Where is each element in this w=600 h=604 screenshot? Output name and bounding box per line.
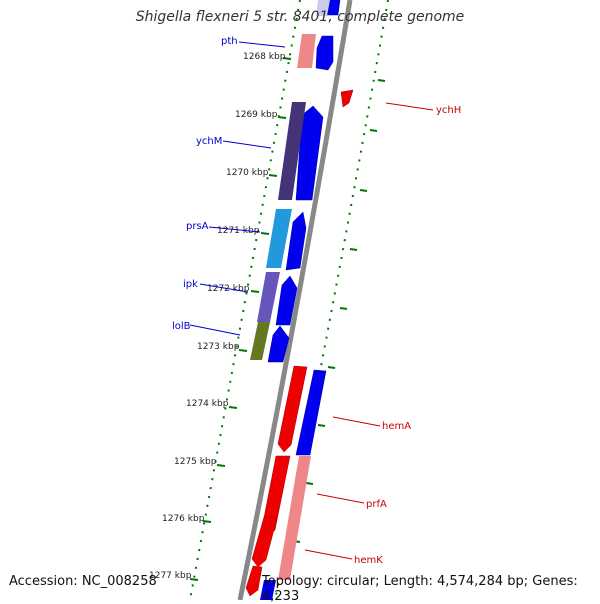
- kbp-label: 1269 kbp: [235, 110, 278, 120]
- gene-label-prfa[interactable]: prfA: [366, 499, 387, 510]
- gene-label-pth[interactable]: pth: [221, 36, 238, 47]
- right-major-ticks: [292, 79, 386, 543]
- gene-label-hemk[interactable]: hemK: [354, 555, 383, 566]
- cds-type-track: [250, 0, 330, 360]
- left-gene-labels: pth ychM prsA ipk lolB: [172, 36, 286, 336]
- map-title: Shigella flexneri 5 str. 8401, complete …: [135, 9, 465, 25]
- reverse-cds-light: [278, 456, 311, 580]
- accession-text: Accession: NC_008258: [9, 574, 157, 589]
- gene-label-ychh[interactable]: ychH: [436, 105, 461, 116]
- left-tick-track: [189, 0, 301, 600]
- gene-label-lolb[interactable]: lolB: [172, 321, 191, 332]
- gene-label-prsa[interactable]: prsA: [186, 221, 209, 232]
- right-gene-labels: ychH hemA prfA hemK: [304, 102, 461, 566]
- kbp-label: 1277 kbp: [149, 571, 192, 581]
- kbp-label: 1275 kbp: [174, 457, 217, 467]
- kbp-label: 1268 kbp: [243, 52, 286, 62]
- kbp-label: 1270 kbp: [226, 168, 269, 178]
- kbp-label: 1276 kbp: [162, 514, 205, 524]
- forward-cds-lower: [260, 580, 276, 600]
- gene-label-hema[interactable]: hemA: [382, 421, 411, 432]
- reverse-cds-track: [245, 89, 354, 597]
- kbp-label: 1271 kbp: [217, 226, 260, 236]
- kbp-label: 1274 kbp: [186, 399, 229, 409]
- gene-label-ipk[interactable]: ipk: [183, 279, 198, 290]
- kbp-label: 1273 kbp: [197, 342, 240, 352]
- genome-backbone: [237, 0, 353, 600]
- left-major-ticks: [189, 57, 292, 581]
- gene-label-ychm[interactable]: ychM: [196, 136, 222, 147]
